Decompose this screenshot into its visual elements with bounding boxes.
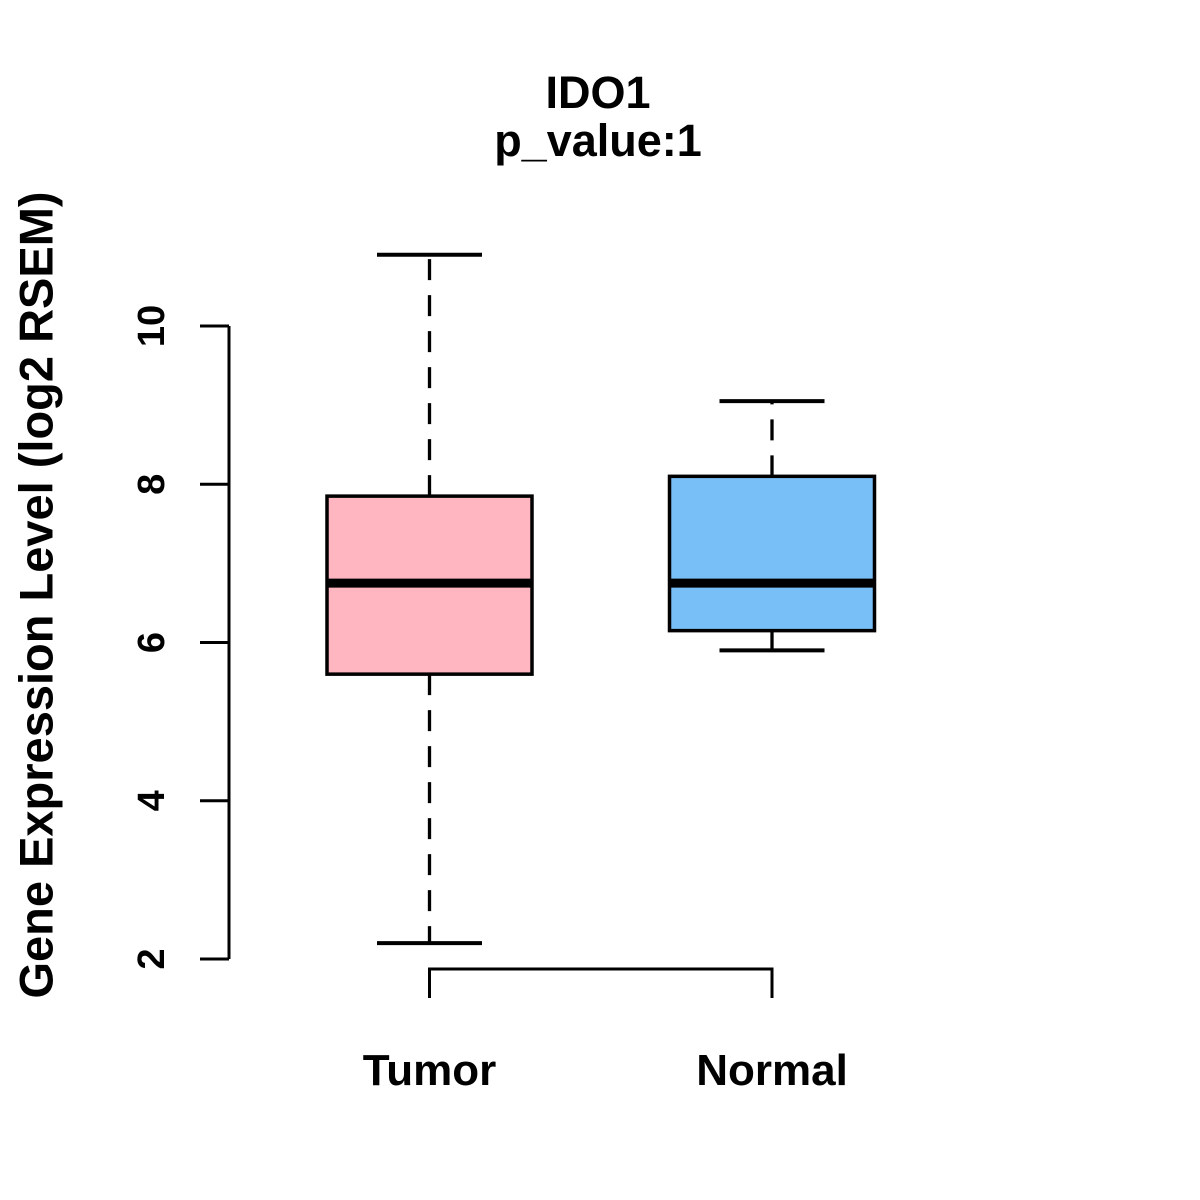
y-tick-label: 4 xyxy=(131,790,173,811)
x-category-label-normal: Normal xyxy=(696,1046,848,1095)
x-category-label-tumor: Tumor xyxy=(363,1046,497,1095)
y-tick-label: 6 xyxy=(131,632,173,653)
y-tick-label: 8 xyxy=(131,474,173,495)
box-normal xyxy=(667,474,877,633)
x-axis-bracket xyxy=(428,967,774,998)
chart-title: IDO1 xyxy=(545,67,651,118)
chart-subtitle: p_value:1 xyxy=(494,115,702,166)
y-tick-label: 2 xyxy=(131,948,173,969)
y-tick-label: 10 xyxy=(131,305,173,347)
